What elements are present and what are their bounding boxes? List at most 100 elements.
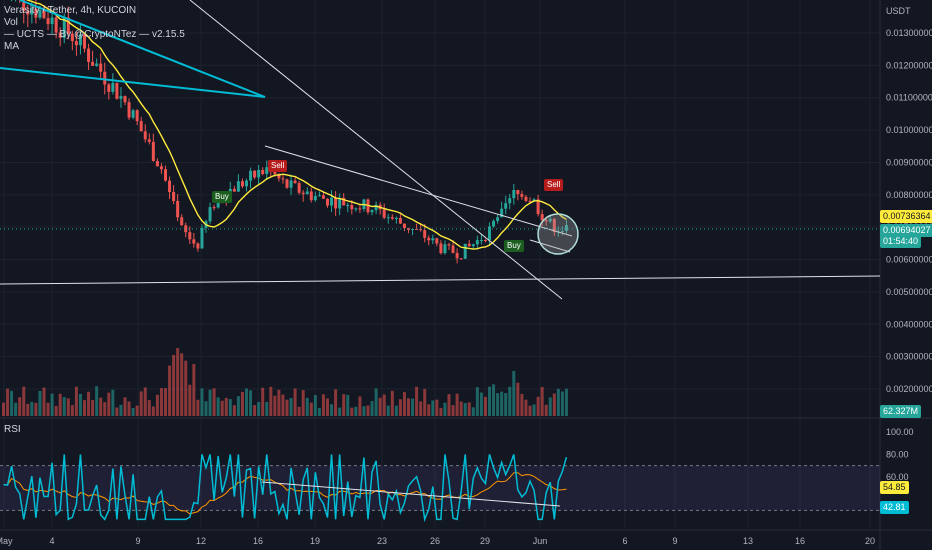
volume-bar	[423, 388, 427, 416]
candle-body	[536, 199, 540, 215]
volume-bar	[451, 405, 455, 416]
volume-bar	[411, 398, 415, 416]
candle-body	[520, 194, 524, 197]
volume-bar	[54, 406, 58, 416]
volume-bar	[540, 387, 544, 416]
candle-body	[500, 208, 504, 218]
rsi-trendline	[261, 481, 561, 507]
candle-body	[277, 173, 281, 179]
candle-body	[139, 121, 143, 132]
volume-bar	[74, 386, 78, 416]
volume-bar	[483, 396, 487, 416]
candle-body	[58, 32, 62, 38]
candle-body	[62, 17, 66, 38]
candle-body	[176, 201, 180, 218]
candle-body	[386, 217, 390, 219]
volume-bar	[115, 407, 119, 416]
trendline	[0, 67, 266, 98]
candle-body	[508, 198, 512, 204]
candle-body	[131, 110, 135, 118]
candle-body	[42, 10, 46, 19]
volume-bar	[14, 402, 18, 416]
candle-body	[54, 17, 58, 33]
candle-body	[338, 197, 342, 209]
highlight-circle	[537, 213, 579, 255]
support-line	[0, 275, 881, 285]
volume-bar	[265, 401, 269, 416]
volume-bar	[240, 391, 244, 416]
candle-body	[496, 217, 500, 221]
candle-body	[346, 205, 350, 207]
candle-body	[402, 223, 406, 229]
x-tick-label: 19	[310, 536, 320, 546]
volume-bar	[253, 405, 257, 416]
volume-bar	[431, 400, 435, 416]
volume-bar	[83, 400, 86, 416]
candle-body	[91, 61, 95, 66]
volume-bar	[402, 392, 406, 416]
ma-price-tag: 0.00736364	[880, 210, 932, 223]
volume-bar	[143, 387, 147, 416]
candle-body	[439, 243, 443, 254]
volume-bar	[467, 402, 471, 416]
volume-bar	[200, 388, 204, 416]
candle-body	[164, 169, 167, 181]
currency-label: USDT	[886, 6, 911, 16]
volume-bar	[208, 389, 212, 416]
candle-body	[564, 224, 568, 231]
candle-body	[107, 84, 111, 92]
volume-bar	[463, 403, 467, 416]
volume-bar	[556, 388, 560, 416]
candle-body	[188, 232, 192, 240]
x-tick-label: 9	[672, 536, 677, 546]
volume-bar	[305, 397, 309, 416]
x-tick-label: 16	[795, 536, 805, 546]
candle-body	[232, 188, 236, 192]
candle-body	[78, 34, 82, 46]
volume-bar	[58, 393, 62, 416]
volume-bar	[62, 397, 66, 416]
volume-bar	[188, 384, 192, 416]
candle-body	[180, 217, 184, 226]
candle-body	[488, 226, 491, 241]
volume-bar	[447, 394, 451, 416]
volume-bar	[236, 396, 240, 416]
x-tick-label: 13	[743, 536, 753, 546]
volume-bar	[358, 396, 362, 416]
volume-bar	[212, 388, 216, 416]
y-tick-label: 0.00200000	[886, 384, 932, 394]
volume-bar	[176, 348, 180, 416]
volume-bar	[532, 404, 536, 416]
candle-body	[119, 96, 123, 99]
candle-body	[301, 192, 305, 195]
volume-bar	[313, 395, 317, 416]
moving-average-line	[26, 0, 567, 250]
candle-body	[66, 17, 70, 34]
volume-bar	[99, 397, 103, 416]
candle-body	[87, 48, 91, 62]
volume-bar	[273, 395, 277, 416]
candle-body	[83, 34, 86, 49]
candle-body	[200, 227, 204, 249]
candle-body	[455, 252, 459, 259]
candle-body	[354, 208, 358, 210]
candle-body	[253, 170, 257, 178]
volume-bar	[34, 402, 38, 416]
x-tick-label: 6	[622, 536, 627, 546]
x-tick-label: 29	[480, 536, 490, 546]
candle-body	[467, 243, 471, 247]
volume-bar	[415, 386, 419, 416]
volume-bar	[289, 398, 293, 416]
rsi-tag: 42.81	[880, 501, 909, 514]
candle-body	[281, 178, 285, 180]
x-tick-label: 12	[196, 536, 206, 546]
volume-bar	[374, 388, 378, 416]
candle-body	[261, 169, 265, 175]
x-tick-label: 20	[865, 536, 875, 546]
x-tick-label: 9	[135, 536, 140, 546]
volume-bar	[560, 391, 564, 416]
candle-body	[516, 190, 520, 195]
volume-bar	[135, 405, 139, 416]
candle-body	[184, 225, 188, 233]
